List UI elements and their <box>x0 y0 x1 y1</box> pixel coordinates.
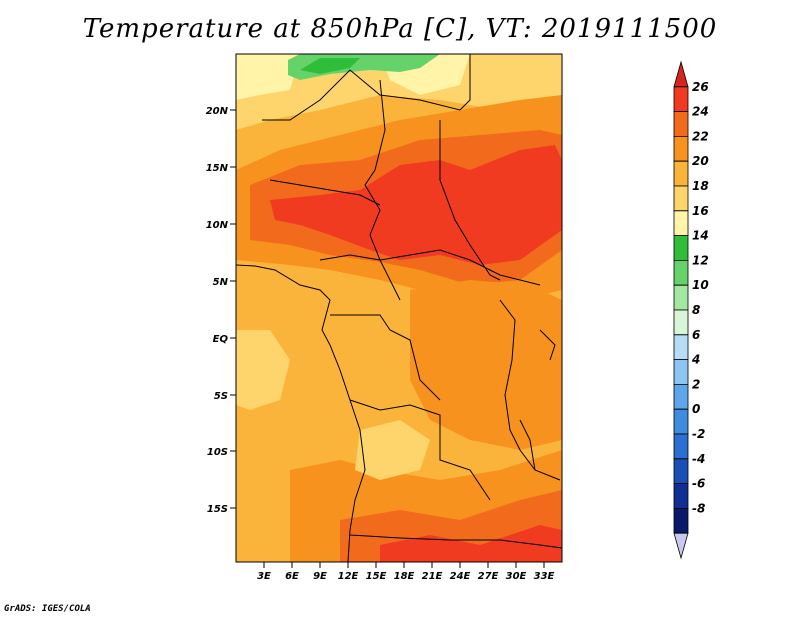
congo-border <box>330 314 441 401</box>
lat-label-10n: 10N <box>206 220 229 231</box>
lon-label-18e: 18E <box>394 571 415 582</box>
lat-label-eq: EQ <box>213 334 229 345</box>
colorbar-label: 16 <box>692 204 709 218</box>
lat-label-20n: 20N <box>206 106 229 117</box>
chad-border <box>364 79 401 301</box>
map-frame <box>235 53 563 563</box>
lon-label-12e: 12E <box>338 571 359 582</box>
lat-axis: 20N 15N 10N 5N EQ 5S 10S 15S <box>206 106 236 515</box>
colorbar-label: 4 <box>691 353 700 367</box>
lon-label-33e: 33E <box>534 571 555 582</box>
lon-label-27e: 27E <box>478 571 499 582</box>
lon-label-30e: 30E <box>506 571 527 582</box>
field-north-12-14 <box>300 58 360 74</box>
lat-label-15s: 15S <box>207 504 228 515</box>
colorbar-label: 0 <box>692 402 700 416</box>
colorbar-swatch <box>673 408 689 435</box>
colorbar-swatch <box>673 185 689 212</box>
lake-victoria <box>539 329 556 361</box>
chart-title: Temperature at 850hPa [C], VT: 201911150… <box>82 14 718 44</box>
colorbar-swatch <box>673 458 689 484</box>
lat-label-10s: 10S <box>207 447 228 458</box>
colorbar-label: -4 <box>692 452 705 466</box>
colorbar-swatch <box>673 532 689 560</box>
colorbar-label: 12 <box>692 253 709 267</box>
colorbar-label: 6 <box>692 328 700 342</box>
colorbar-swatch <box>673 384 689 410</box>
colorbar-swatch <box>673 60 689 88</box>
lon-label-24e: 24E <box>450 571 471 582</box>
colorbar-label: 14 <box>692 229 709 243</box>
colorbar-swatch <box>673 160 689 187</box>
colorbar-swatch <box>673 284 689 311</box>
lake-tanganyika <box>519 419 536 471</box>
grads-credit: GrADS: IGES/COLA <box>4 604 91 614</box>
lon-label-21e: 21E <box>422 571 443 582</box>
colorbar-label: -2 <box>692 427 705 441</box>
nigeria-north-border <box>269 179 381 206</box>
colorbar-label: -6 <box>692 477 705 491</box>
colorbar-label: 10 <box>692 278 709 292</box>
field-coast-16-18 <box>236 330 290 410</box>
lon-label-6e: 6E <box>285 571 299 582</box>
colorbar-swatch <box>673 235 689 261</box>
lat-label-15n: 15N <box>206 163 229 174</box>
country-borders <box>236 54 562 562</box>
colorbar-label: 20 <box>692 154 709 168</box>
field-congo-20-22 <box>410 280 562 450</box>
colorbar-label: 2 <box>692 377 700 391</box>
colorbar-label: 8 <box>692 303 700 317</box>
colorbar-swatch <box>673 359 689 385</box>
car-border <box>319 249 541 286</box>
lon-label-15e: 15E <box>366 571 387 582</box>
colorbar-swatch <box>673 136 689 162</box>
field-north-14-16 <box>236 54 300 100</box>
southern-border <box>349 534 562 549</box>
colorbar-swatch <box>673 111 689 137</box>
field-south-24-26 <box>380 525 562 562</box>
sahara-borders <box>262 54 471 121</box>
colorbar-label: -8 <box>692 501 705 515</box>
rift-border <box>499 299 561 481</box>
lat-label-5s: 5S <box>214 391 228 402</box>
sudan-border <box>439 120 501 281</box>
colorbar-swatch <box>673 433 689 460</box>
field-sahel-24-26 <box>270 145 562 265</box>
lat-label-5n: 5N <box>213 277 229 288</box>
colorbar-label: 24 <box>692 105 709 119</box>
colorbar-swatch <box>673 309 689 336</box>
lon-label-3e: 3E <box>257 571 271 582</box>
colorbar-swatch <box>673 508 689 534</box>
atlantic-coastline <box>236 264 366 562</box>
colorbar-swatch <box>673 260 689 286</box>
colorbar-label: 22 <box>692 129 709 143</box>
colorbar-label: 18 <box>692 179 709 193</box>
colorbar-swatch <box>673 483 689 509</box>
colorbar-label: 26 <box>692 80 709 94</box>
colorbar-swatch <box>673 210 689 236</box>
angola-border <box>349 399 491 501</box>
colorbar-swatch <box>673 86 689 112</box>
colorbar-swatch <box>673 334 689 360</box>
temperature-field <box>236 54 562 562</box>
lon-axis: 3E 6E 9E 12E 15E 18E 21E 24E 27E 30E 33E <box>257 562 555 582</box>
field-angola-16-18 <box>355 420 430 480</box>
lon-label-9e: 9E <box>313 571 327 582</box>
